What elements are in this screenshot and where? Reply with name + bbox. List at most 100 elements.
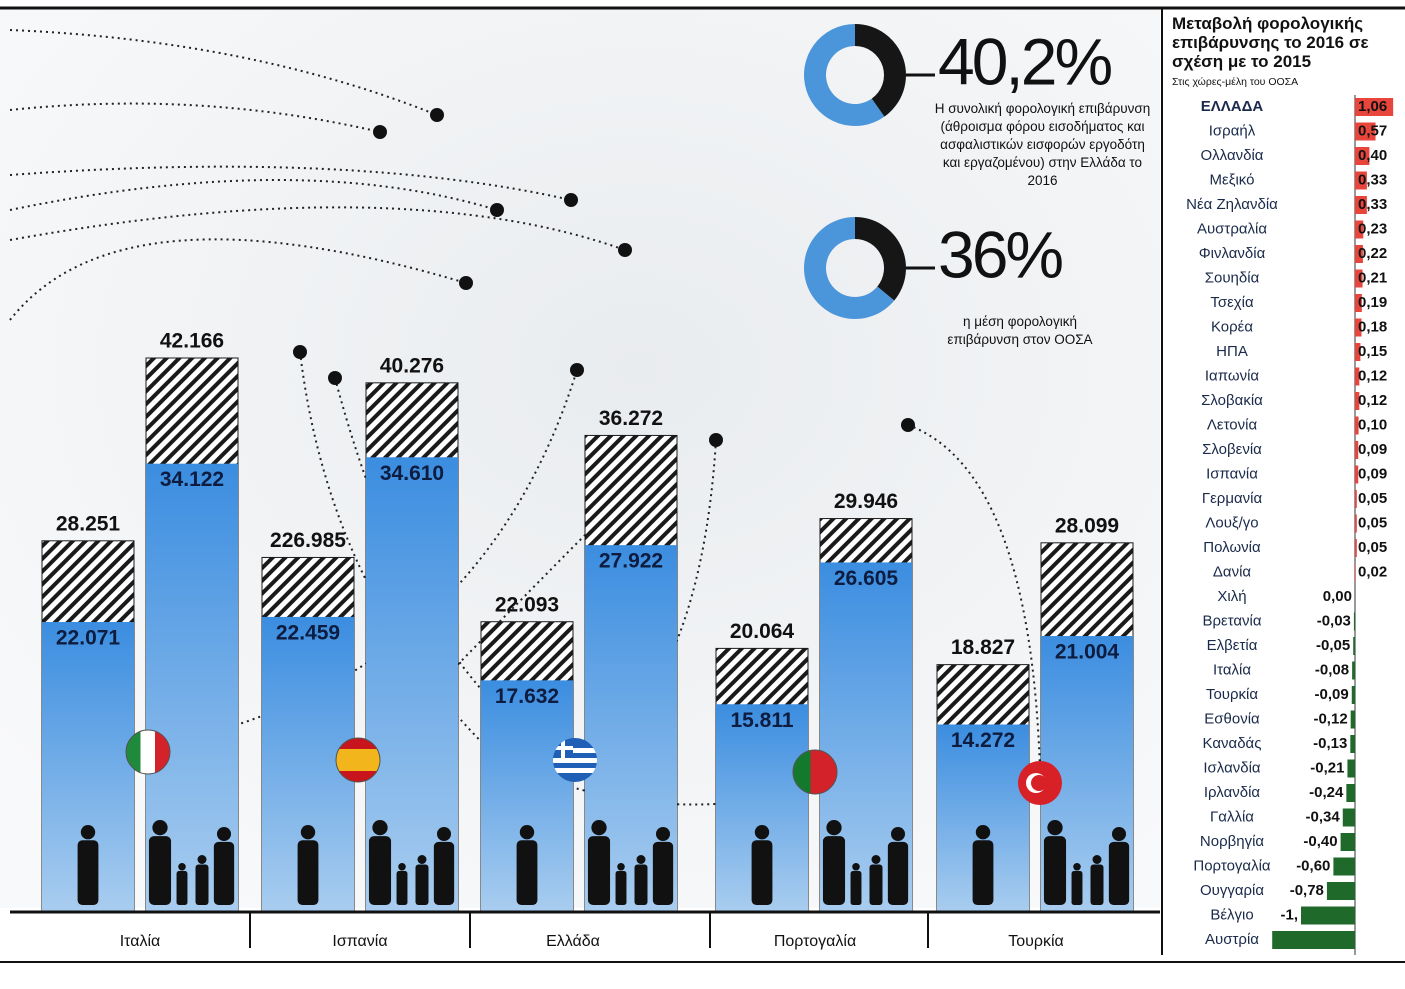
category-label: Τουρκία: [1008, 933, 1064, 950]
change-bar: [1355, 392, 1360, 410]
silhouette: [1043, 836, 1067, 905]
donut-rest: [804, 24, 885, 126]
row-label: Νέα Ζηλανδία: [1186, 196, 1278, 213]
change-bar: [1301, 906, 1355, 925]
row-label: Τουρκία: [1206, 686, 1258, 703]
silhouette: [887, 841, 909, 905]
change-bar: [1351, 686, 1355, 704]
silhouette: [1090, 864, 1104, 905]
value-label: 22.093: [495, 593, 559, 616]
silhouette: [822, 836, 846, 905]
value-label: -0,78: [1290, 882, 1324, 899]
silhouette: [516, 840, 538, 905]
silhouette: [415, 864, 429, 905]
silhouette: [398, 863, 406, 871]
silhouette: [368, 836, 392, 905]
flag-turkey-crescent-cut: [1031, 775, 1047, 791]
value-label: 18.827: [951, 636, 1015, 659]
value-label: 34.122: [160, 468, 224, 491]
row-label: Ισπανία: [1206, 465, 1258, 482]
silhouette: [890, 827, 906, 842]
change-bar: [1352, 661, 1355, 680]
row-label: Ισλανδία: [1203, 759, 1261, 776]
flag-italy: [125, 729, 171, 775]
change-bar: [1355, 171, 1367, 190]
silhouette: [1092, 855, 1102, 864]
category-separators: [249, 912, 929, 948]
value-label: 15.811: [730, 709, 793, 732]
value-label: 40.276: [380, 354, 444, 377]
change-bar: [1340, 833, 1355, 851]
donut-value: 36%: [938, 217, 1062, 291]
row-label: Νορβηγία: [1200, 833, 1265, 850]
silhouette: [652, 841, 674, 905]
change-bar: [1350, 710, 1355, 729]
value-label: 0,09: [1358, 441, 1387, 458]
value-label: -0,21: [1310, 759, 1344, 776]
silhouette: [1111, 827, 1127, 842]
category-label: Ελλάδα: [546, 933, 600, 950]
value-label: 36.272: [599, 407, 663, 430]
silhouette: [617, 863, 625, 871]
row-label: Λουξ/γο: [1205, 514, 1258, 531]
silhouette: [1047, 820, 1063, 836]
row-label: Ιταλία: [1213, 661, 1251, 678]
silhouette: [1108, 841, 1130, 905]
change-bar: [1333, 857, 1355, 876]
panel-subtitle: Στις χώρες-μέλη του ΟΟΣΑ: [1172, 76, 1299, 88]
value-label: -0,12: [1313, 710, 1347, 727]
value-label: 0,57: [1358, 122, 1387, 139]
value-label: 27.922: [599, 550, 663, 573]
value-label: 28.099: [1055, 514, 1119, 537]
value-label: 29.946: [834, 490, 898, 513]
silhouette: [1071, 870, 1083, 905]
value-label: 0,21: [1358, 269, 1387, 286]
row-label: Ουγγαρία: [1200, 882, 1264, 899]
value-label: 0,05: [1358, 539, 1387, 556]
silhouette: [300, 825, 316, 840]
silhouette: [148, 836, 172, 905]
value-label: 0,33: [1358, 171, 1387, 188]
value-label: 21.004: [1055, 641, 1120, 664]
change-bar: [1355, 343, 1361, 361]
value-label: 0,10: [1358, 416, 1387, 433]
change-bar: [1355, 269, 1363, 288]
row-label: Γαλλία: [1210, 808, 1254, 825]
silhouette: [396, 870, 408, 905]
value-label: 0,19: [1358, 294, 1387, 311]
silhouette: [972, 840, 994, 905]
change-bar: [1355, 514, 1357, 533]
value-label: 0,23: [1358, 220, 1387, 237]
value-label: 20.064: [730, 620, 795, 643]
row-label: Ολλανδία: [1201, 147, 1264, 164]
value-label: 226.985: [270, 529, 346, 552]
category-label: Ισπανία: [332, 933, 387, 950]
change-bar: [1355, 220, 1364, 239]
value-label: 0,05: [1358, 514, 1387, 531]
change-bar: [1355, 245, 1363, 263]
silhouette: [636, 855, 646, 864]
silhouette: [975, 825, 991, 840]
change-bar: [1350, 735, 1355, 753]
silhouette: [176, 870, 188, 905]
change-bar: [1355, 147, 1370, 165]
value-label: -0,24: [1309, 784, 1344, 801]
row-label: Σουηδία: [1205, 269, 1260, 286]
value-label: 17.632: [495, 685, 559, 708]
row-label: Χιλή: [1217, 588, 1246, 605]
silhouette: [433, 841, 455, 905]
value-label: 1,06: [1358, 98, 1387, 115]
change-bar: [1355, 563, 1356, 582]
change-bar: [1347, 759, 1355, 778]
silhouette: [655, 827, 671, 842]
silhouette: [850, 870, 862, 905]
silhouette: [852, 863, 860, 871]
flag-portugal: [792, 749, 838, 795]
value-label: 0,00: [1323, 588, 1352, 605]
silhouette: [587, 836, 611, 905]
row-label: Φινλανδία: [1199, 245, 1266, 262]
row-label: Ισραήλ: [1209, 122, 1256, 139]
change-bar: [1355, 441, 1359, 459]
row-label: Πολωνία: [1203, 539, 1261, 556]
change-bar: [1355, 490, 1357, 508]
